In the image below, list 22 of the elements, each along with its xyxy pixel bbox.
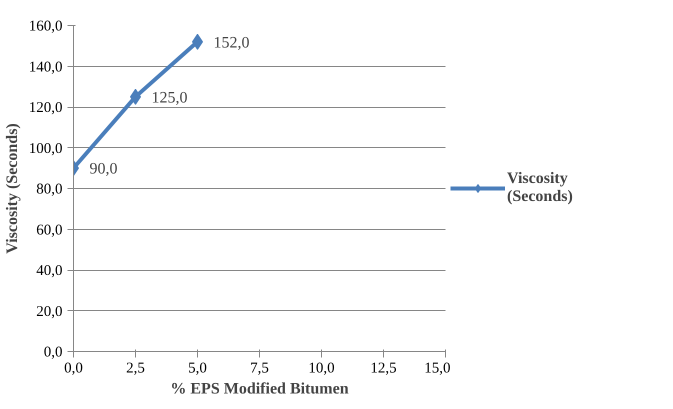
x-tick-label: 15,0 [424, 360, 450, 376]
y-tick-label: 80,0 [36, 182, 62, 198]
y-tick-label: 120,0 [28, 100, 62, 116]
y-tick-label: 60,0 [36, 222, 62, 238]
data-label: 90,0 [90, 160, 118, 178]
x-tick-label: 2,5 [126, 360, 145, 376]
legend-label: Viscosity (Seconds) [507, 170, 573, 206]
x-tick-label: 7,5 [250, 360, 269, 376]
y-tick-label: 100,0 [28, 140, 62, 157]
data-label: 125,0 [152, 89, 188, 106]
x-tick-label: 12,5 [370, 360, 397, 376]
y-tick-label: 0,0 [44, 344, 62, 360]
x-tick-label: 0,0 [64, 360, 83, 376]
y-tick-label: 140,0 [28, 59, 62, 76]
y-tick-label: 40,0 [36, 263, 62, 279]
y-tick-label: 160,0 [28, 18, 62, 34]
x-tick-label: 5,0 [188, 360, 207, 376]
data-label: 152,0 [214, 34, 250, 52]
y-axis-title: Viscosity (Seconds) [4, 123, 21, 254]
y-tick-label: 20,0 [36, 304, 62, 320]
x-tick-label: 10,0 [308, 360, 335, 376]
x-axis-title: % EPS Modified Bitumen [170, 380, 349, 398]
